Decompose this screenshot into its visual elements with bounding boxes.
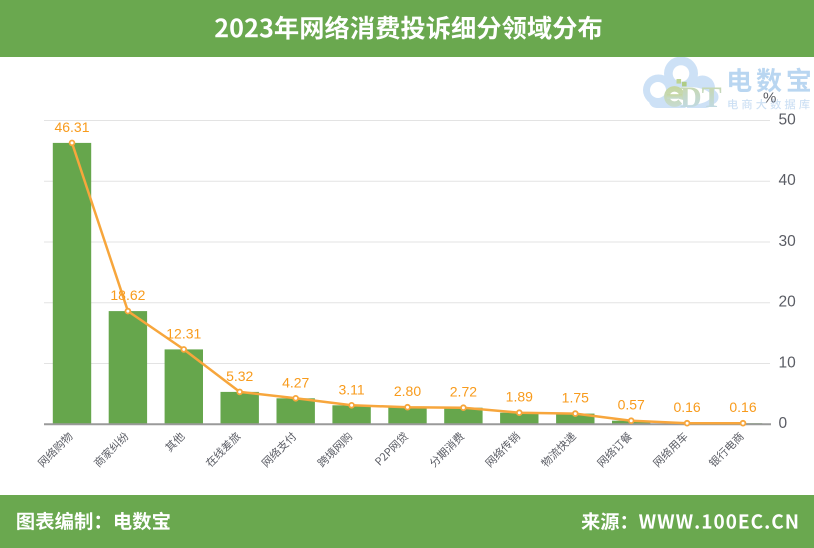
svg-text:12.31: 12.31 <box>166 325 201 341</box>
svg-text:1.75: 1.75 <box>562 390 589 406</box>
svg-text:0.57: 0.57 <box>618 397 645 413</box>
svg-text:30: 30 <box>779 233 797 250</box>
svg-text:2.80: 2.80 <box>394 383 421 399</box>
svg-text:20: 20 <box>779 294 797 311</box>
svg-text:0.16: 0.16 <box>673 399 700 415</box>
svg-text:0.16: 0.16 <box>729 399 756 415</box>
svg-text:18.62: 18.62 <box>110 287 145 303</box>
svg-text:4.27: 4.27 <box>282 374 309 390</box>
svg-text:0: 0 <box>779 415 788 432</box>
svg-text:40: 40 <box>779 172 797 189</box>
svg-text:10: 10 <box>779 355 797 372</box>
svg-text:50: 50 <box>779 112 797 129</box>
svg-text:46.31: 46.31 <box>54 119 89 135</box>
svg-text:%: % <box>763 90 776 107</box>
svg-text:1.89: 1.89 <box>506 389 533 405</box>
svg-text:DT: DT <box>680 81 722 114</box>
svg-text:3.11: 3.11 <box>338 381 364 397</box>
svg-text:5.32: 5.32 <box>226 368 253 384</box>
svg-text:2.72: 2.72 <box>450 384 477 400</box>
